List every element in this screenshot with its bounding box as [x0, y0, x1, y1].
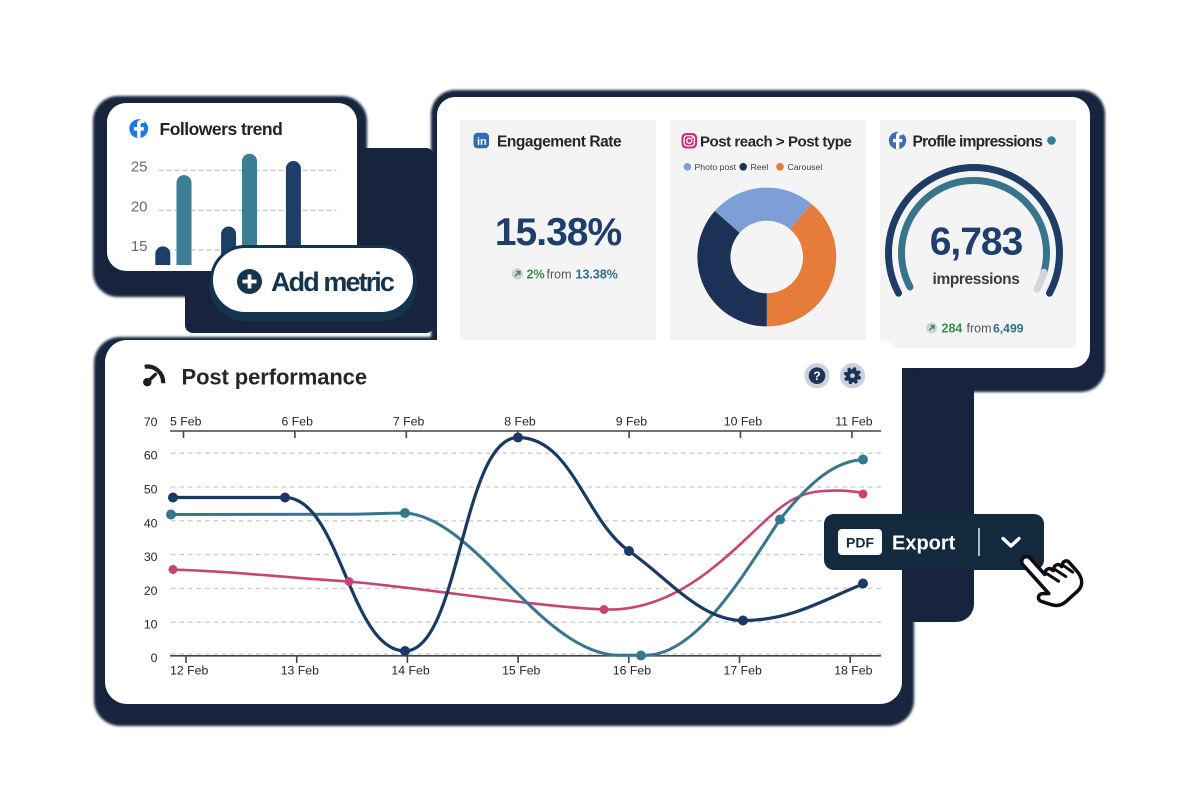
svg-text:8 Feb: 8 Feb — [504, 415, 536, 429]
svg-text:50: 50 — [144, 483, 158, 497]
svg-text:30: 30 — [144, 550, 158, 564]
svg-text:Export: Export — [892, 533, 956, 555]
svg-text:16 Feb: 16 Feb — [613, 664, 651, 678]
svg-text:Carousel: Carousel — [788, 162, 823, 172]
svg-text:Followers trend: Followers trend — [160, 119, 283, 139]
svg-text:17 Feb: 17 Feb — [724, 664, 762, 678]
svg-text:9 Feb: 9 Feb — [616, 415, 648, 429]
svg-text:Post performance: Post performance — [182, 365, 367, 390]
svg-text:20: 20 — [131, 199, 148, 216]
svg-text:15 Feb: 15 Feb — [502, 664, 540, 678]
svg-text:5 Feb: 5 Feb — [170, 415, 202, 429]
svg-text:40: 40 — [144, 516, 158, 530]
svg-text:0: 0 — [151, 651, 158, 665]
svg-text:from: from — [547, 267, 572, 281]
svg-text:13.38%: 13.38% — [576, 267, 618, 281]
svg-text:15.38%: 15.38% — [495, 211, 622, 254]
svg-text:20: 20 — [144, 584, 158, 598]
svg-text:10: 10 — [144, 618, 158, 632]
svg-text:60: 60 — [144, 449, 158, 463]
svg-text:PDF: PDF — [846, 535, 874, 551]
svg-text:6,499: 6,499 — [993, 321, 1024, 335]
svg-text:70: 70 — [144, 415, 158, 429]
svg-text:14 Feb: 14 Feb — [391, 664, 429, 678]
svg-text:284: 284 — [942, 321, 963, 335]
svg-text:2%: 2% — [527, 267, 545, 281]
svg-text:impressions: impressions — [933, 271, 1020, 288]
svg-text:7 Feb: 7 Feb — [393, 415, 425, 429]
svg-text:from: from — [967, 321, 992, 335]
svg-text:10 Feb: 10 Feb — [724, 415, 762, 429]
svg-text:12 Feb: 12 Feb — [170, 664, 208, 678]
svg-text:Profile impressions: Profile impressions — [913, 134, 1043, 151]
svg-text:6 Feb: 6 Feb — [282, 415, 314, 429]
svg-text:?: ? — [813, 369, 820, 383]
svg-text:11 Feb: 11 Feb — [835, 415, 873, 429]
svg-text:6,783: 6,783 — [930, 221, 1023, 264]
svg-text:Engagement Rate: Engagement Rate — [497, 134, 622, 151]
svg-text:Photo post: Photo post — [695, 162, 737, 172]
svg-text:13 Feb: 13 Feb — [281, 664, 319, 678]
svg-text:15: 15 — [131, 238, 148, 255]
svg-text:Post reach > Post type: Post reach > Post type — [700, 134, 852, 151]
svg-text:in: in — [477, 136, 487, 148]
svg-text:Reel: Reel — [751, 162, 769, 172]
svg-text:18 Feb: 18 Feb — [834, 664, 872, 678]
svg-text:Add metric: Add metric — [271, 267, 395, 297]
svg-text:25: 25 — [131, 159, 148, 176]
